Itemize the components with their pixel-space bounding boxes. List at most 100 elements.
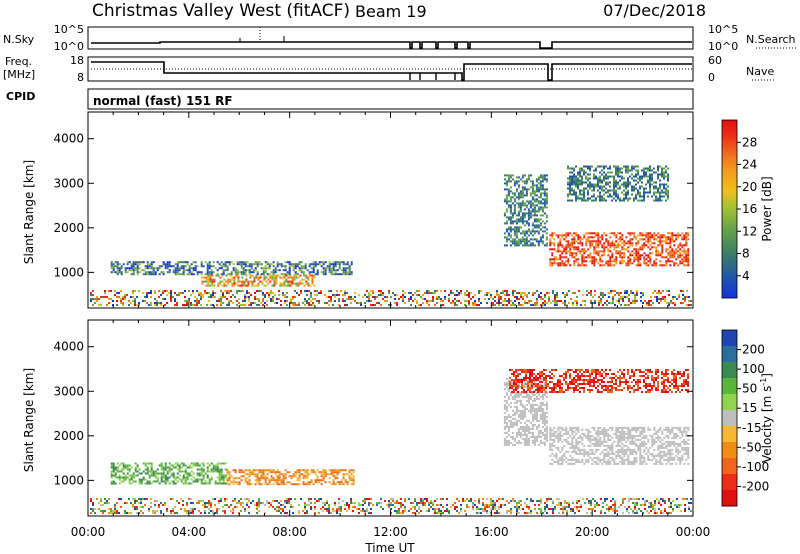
echo-cell: [567, 458, 570, 461]
echo-cell: [515, 230, 518, 233]
echo-cell: [513, 180, 516, 183]
echo-cell: [663, 175, 665, 178]
echo-cell: [503, 417, 506, 420]
echo-cell: [655, 195, 657, 198]
echo-cell: [328, 473, 331, 476]
echo-cell: [579, 448, 582, 451]
echo-cell: [591, 244, 594, 247]
echo-cell: [523, 232, 526, 235]
echo-cell: [661, 248, 664, 251]
echo-cell: [615, 430, 618, 433]
echo-cell: [573, 232, 576, 235]
echo-cell: [615, 183, 617, 186]
echo-cell: [186, 273, 189, 276]
clutter-cell: [440, 298, 442, 300]
echo-cell: [659, 456, 662, 459]
echo-cell: [655, 250, 658, 253]
clutter-cell: [556, 294, 558, 296]
echo-cell: [609, 232, 612, 235]
echo-cell: [160, 468, 163, 471]
echo-cell: [531, 393, 534, 396]
clutter-cell: [368, 294, 370, 296]
echo-cell: [633, 165, 635, 168]
echo-cell: [304, 265, 307, 268]
echo-cell: [228, 475, 231, 478]
echo-cell: [625, 167, 627, 170]
echo-cell: [290, 483, 293, 486]
clutter-cell: [250, 304, 252, 306]
echo-cell: [681, 432, 684, 435]
echo-cell: [569, 189, 571, 192]
echo-cell: [635, 428, 638, 431]
clutter-cell: [296, 304, 298, 306]
echo-cell: [202, 470, 205, 473]
echo-cell: [296, 265, 299, 268]
echo-cell: [683, 258, 686, 261]
echo-cell: [687, 450, 690, 453]
clutter-cell: [174, 292, 176, 294]
echo-cell: [641, 254, 644, 257]
echo-cell: [613, 244, 616, 247]
echo-cell: [209, 284, 212, 287]
echo-cell: [575, 177, 577, 180]
echo-cell: [603, 252, 606, 255]
echo-cell: [519, 391, 522, 394]
echo-cell: [517, 415, 520, 418]
echo-cell: [535, 180, 538, 183]
clutter-cell: [124, 294, 126, 296]
clutter-cell: [328, 300, 330, 302]
echo-cell: [605, 430, 608, 433]
echo-cell: [571, 446, 574, 449]
echo-cell: [557, 432, 560, 435]
clutter-cell: [120, 300, 122, 302]
echo-cell: [599, 432, 602, 435]
echo-cell: [577, 250, 580, 253]
echo-cell: [112, 470, 115, 473]
echo-cell: [251, 274, 254, 277]
echo-cell: [623, 454, 626, 457]
echo-cell: [311, 282, 314, 285]
clutter-cell: [314, 294, 316, 296]
echo-cell: [681, 244, 684, 247]
echo-cell: [659, 173, 661, 176]
clutter-cell: [272, 292, 274, 294]
echo-cell: [619, 238, 622, 241]
echo-cell: [629, 450, 632, 453]
echo-cell: [633, 232, 636, 235]
clutter-cell: [470, 298, 472, 300]
echo-cell: [194, 462, 197, 465]
echo-cell: [304, 477, 307, 480]
echo-cell: [519, 232, 522, 235]
echo-cell: [150, 482, 153, 485]
echo-cell: [517, 240, 520, 243]
echo-cell: [577, 446, 580, 449]
clutter-cell: [512, 290, 514, 292]
echo-cell: [217, 284, 220, 287]
echo-cell: [537, 230, 540, 233]
echo-cell: [182, 462, 185, 465]
echo-cell: [207, 280, 210, 283]
echo-cell: [254, 483, 257, 486]
echo-cell: [511, 409, 514, 412]
echo-cell: [555, 460, 558, 463]
echo-cell: [338, 263, 341, 266]
echo-cell: [120, 265, 123, 268]
echo-cell: [130, 273, 133, 276]
echo-cell: [591, 452, 594, 455]
echo-cell: [307, 278, 310, 281]
echo-cell: [519, 409, 522, 412]
clutter-cell: [364, 302, 366, 304]
clutter-cell: [532, 304, 534, 306]
clutter-cell: [474, 304, 476, 306]
echo-cell: [226, 483, 229, 486]
echo-cell: [148, 476, 151, 479]
echo-cell: [539, 395, 542, 398]
echo-cell: [561, 440, 564, 443]
echo-cell: [513, 387, 516, 390]
echo-cell: [559, 434, 562, 437]
echo-cell: [647, 169, 649, 172]
clutter-cell: [232, 294, 234, 296]
echo-cell: [635, 169, 637, 172]
echo-cell: [180, 273, 183, 276]
echo-cell: [627, 181, 629, 184]
